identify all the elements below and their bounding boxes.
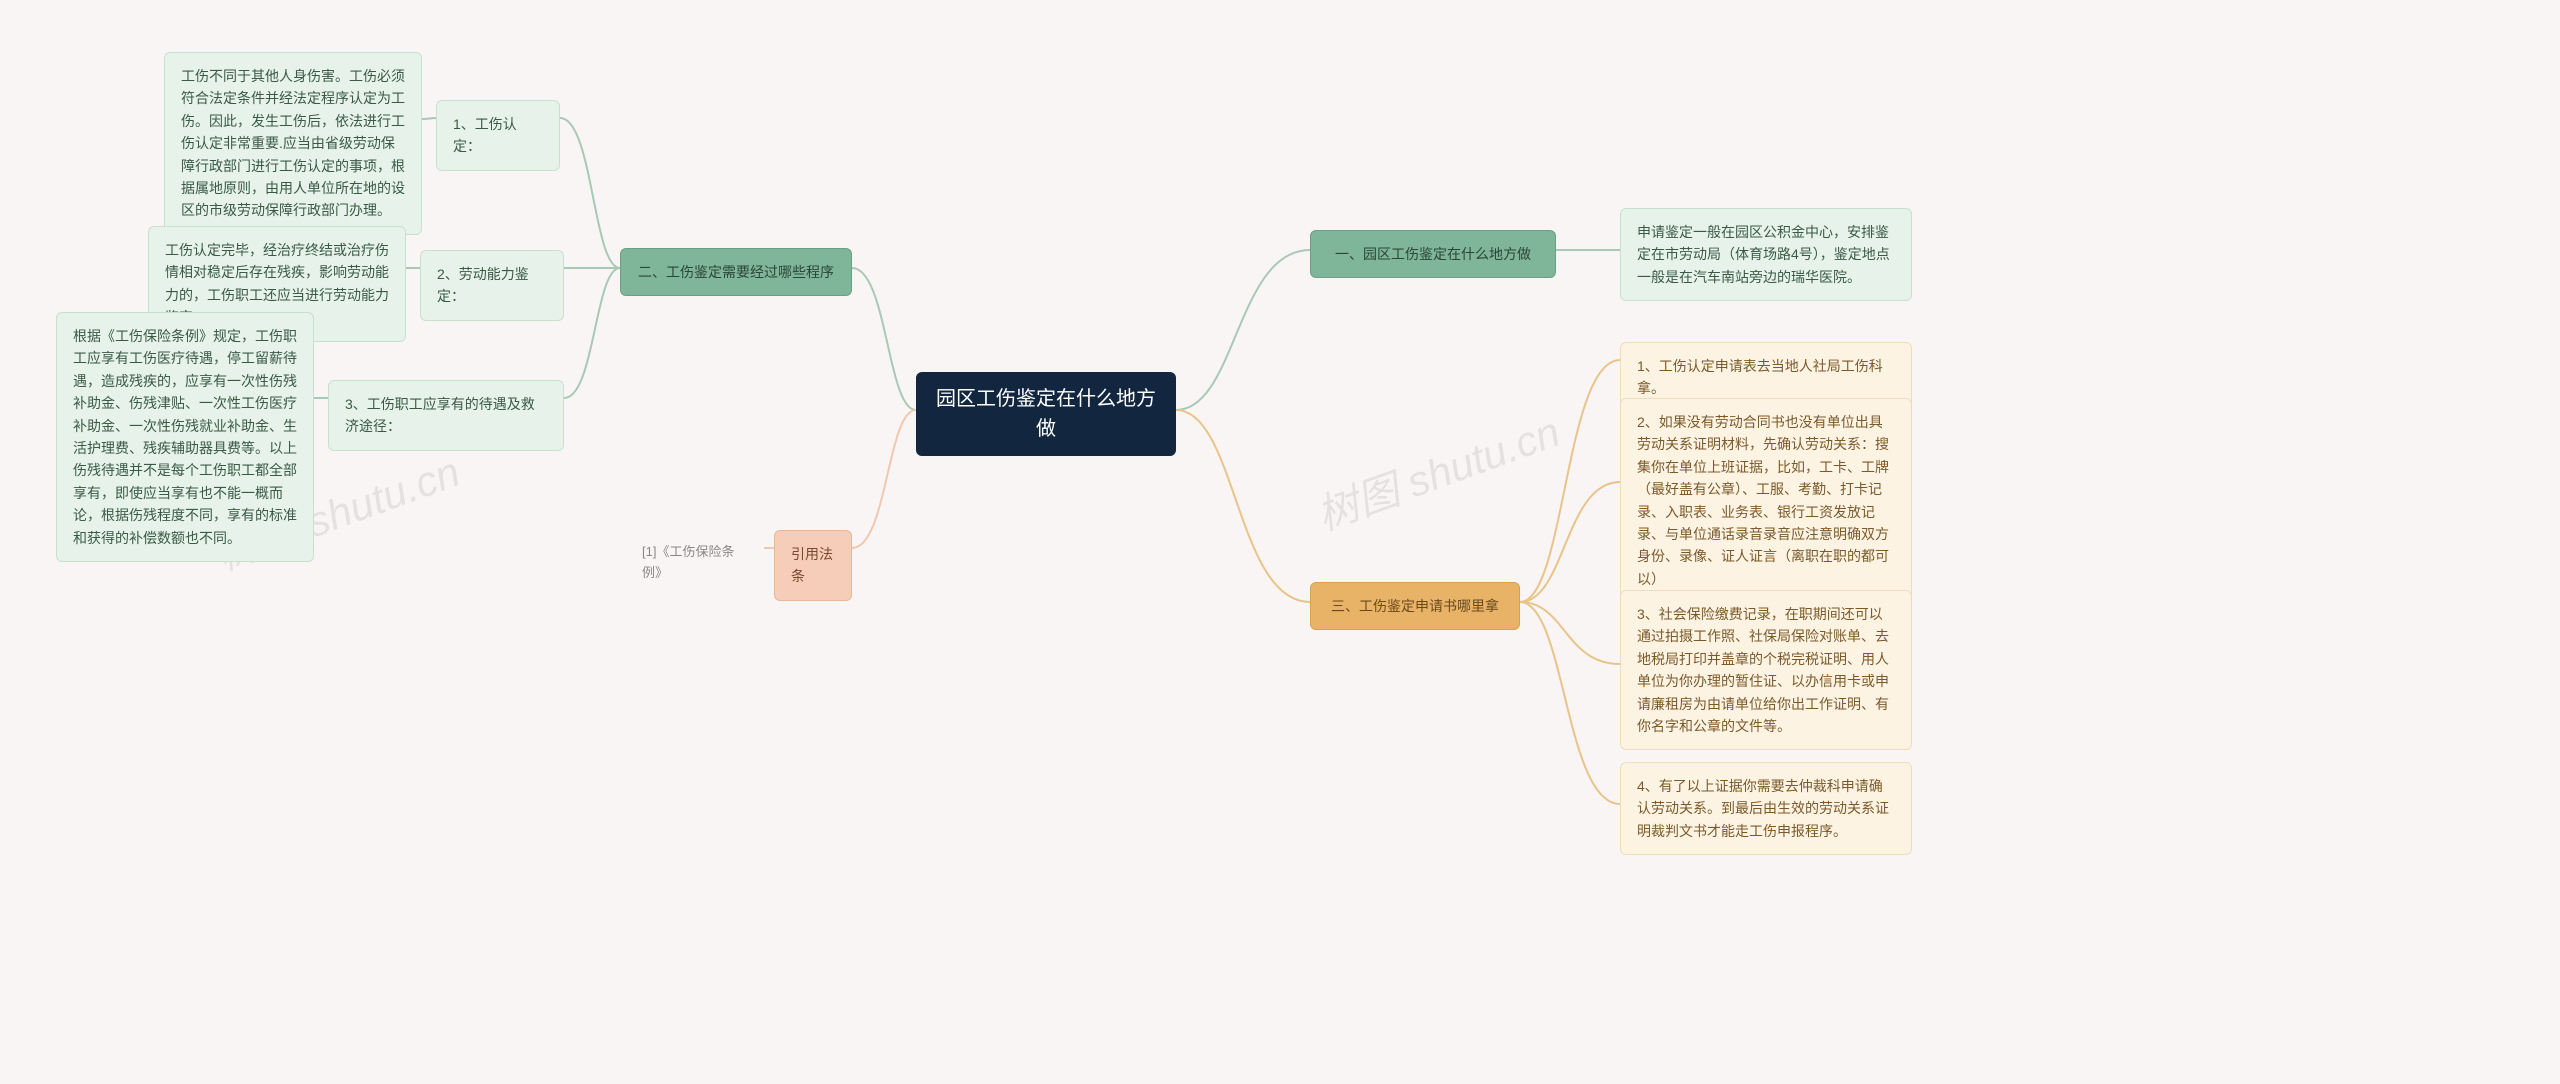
leaf-b3-4: 4、有了以上证据你需要去仲裁科申请确认劳动关系。到最后由生效的劳动关系证明裁判文… — [1620, 762, 1912, 855]
root-node: 园区工伤鉴定在什么地方 做 — [916, 372, 1176, 456]
leaf-b2-1-detail: 工伤不同于其他人身伤害。工伤必须符合法定条件并经法定程序认定为工伤。因此，发生工… — [164, 52, 422, 235]
leaf-b2-3-label: 3、工伤职工应享有的待遇及救济途径： — [328, 380, 564, 451]
leaf-b1-1: 申请鉴定一般在园区公积金中心，安排鉴定在市劳动局（体育场路4号），鉴定地点一般是… — [1620, 208, 1912, 301]
watermark-right: 树图 shutu.cn — [1307, 398, 1567, 542]
branch-4: 引用法条 — [774, 530, 852, 601]
branch-2: 二、工伤鉴定需要经过哪些程序 — [620, 248, 852, 296]
leaf-b2-3-detail: 根据《工伤保险条例》规定，工伤职工应享有工伤医疗待遇，停工留薪待遇，造成残疾的，… — [56, 312, 314, 562]
leaf-b3-3: 3、社会保险缴费记录，在职期间还可以通过拍摄工作照、社保局保险对账单、去地税局打… — [1620, 590, 1912, 750]
branch-3: 三、工伤鉴定申请书哪里拿 — [1310, 582, 1520, 630]
leaf-b2-2-label: 2、劳动能力鉴定： — [420, 250, 564, 321]
leaf-b3-2: 2、如果没有劳动合同书也没有单位出具劳动关系证明材料，先确认劳动关系：搜集你在单… — [1620, 398, 1912, 603]
branch-1: 一、园区工伤鉴定在什么地方做 — [1310, 230, 1556, 278]
leaf-b2-1-label: 1、工伤认定： — [436, 100, 560, 171]
leaf-b4-1: [1]《工伤保险条例》 — [626, 530, 764, 596]
